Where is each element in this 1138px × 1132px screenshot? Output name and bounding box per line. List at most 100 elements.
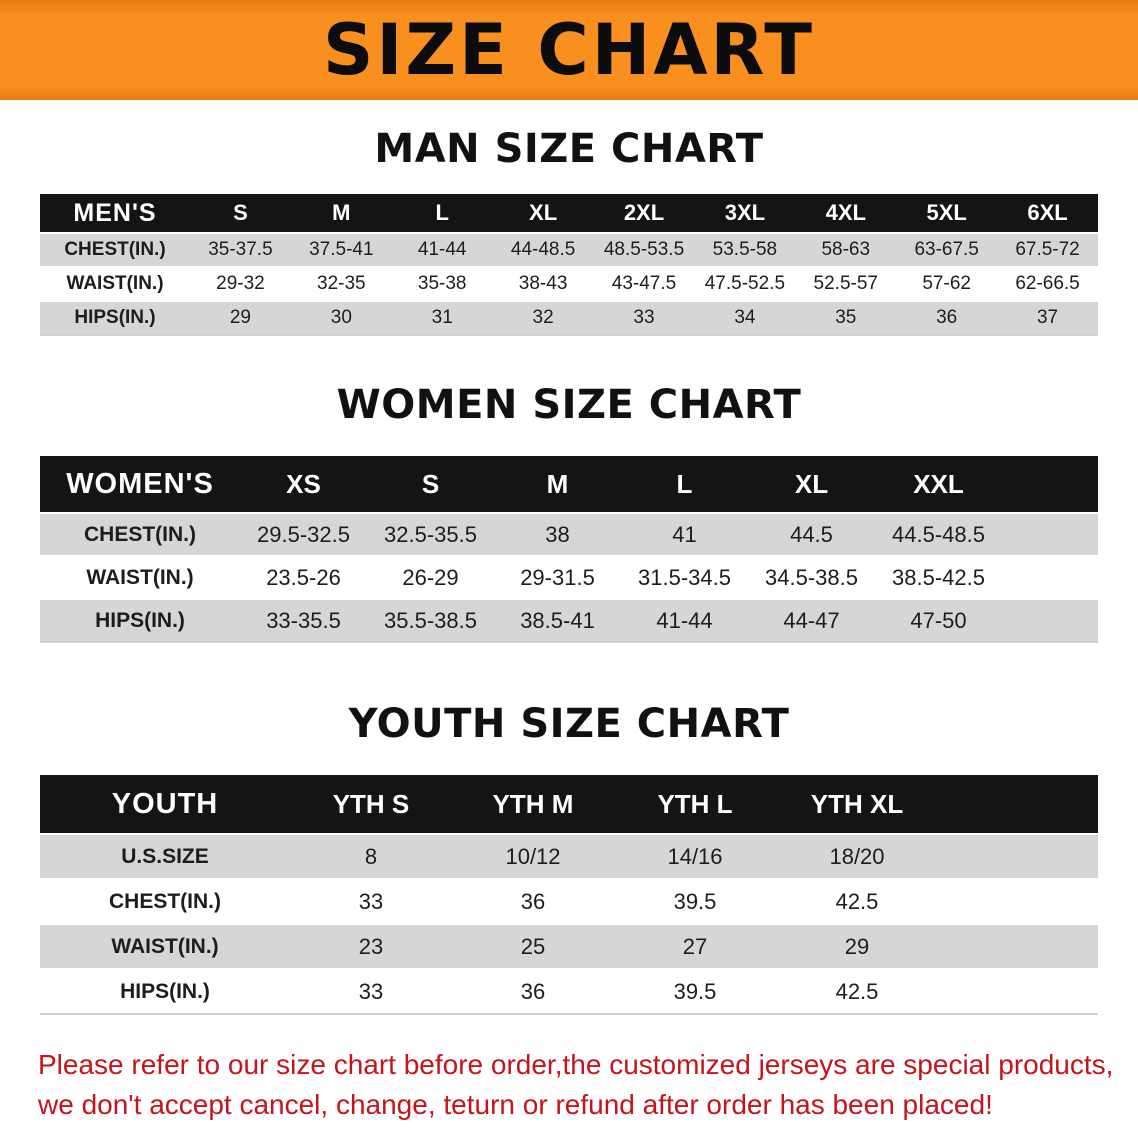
women-hips-value-cell: 33-35.5 bbox=[266, 607, 341, 633]
youth-ussize-value-cell: 10/12 bbox=[505, 843, 561, 869]
women-waist-value-cell: 26-29 bbox=[402, 564, 459, 590]
youth-chest-row-label: CHEST(IN.) bbox=[109, 889, 221, 913]
men-hips-value-cell: 32 bbox=[532, 307, 554, 328]
men-waist-value-cell: 43-47.5 bbox=[611, 273, 677, 294]
page-title: SIZE CHART bbox=[322, 9, 816, 91]
youth-ussize-row-label: U.S.SIZE bbox=[121, 844, 209, 868]
youth-waist-value-cell: 25 bbox=[520, 933, 546, 959]
men-chest-row-label: CHEST(IN.) bbox=[64, 239, 166, 260]
youth-hips-value-cell: 42.5 bbox=[835, 978, 879, 1004]
youth-hips-row: HIPS(IN.) 33 36 39.5 42.5 bbox=[40, 968, 1098, 1013]
men-chest-value-cell: 37.5-41 bbox=[309, 239, 374, 260]
men-hips-value-cell: 31 bbox=[431, 307, 453, 328]
men-waist-value-cell: 35-38 bbox=[417, 273, 467, 294]
women-waist-value-cell: 23.5-26 bbox=[266, 564, 341, 590]
men-hips-value-cell: 33 bbox=[633, 307, 655, 328]
men-size-column-header: 3XL bbox=[724, 200, 766, 225]
youth-hips-row-label: HIPS(IN.) bbox=[120, 979, 210, 1003]
youth-chest-value-cell: 39.5 bbox=[673, 888, 717, 914]
men-waist-row-label: WAIST(IN.) bbox=[66, 273, 164, 294]
women-chest-value-cell: 44.5-48.5 bbox=[892, 521, 985, 547]
women-size-column-header: XS bbox=[286, 468, 321, 499]
youth-size-table: YOUTH YTH S YTH M YTH L YTH XL U.S.SIZE 8 10… bbox=[40, 775, 1098, 1015]
youth-chest-row: CHEST(IN.) 33 36 39.5 42.5 bbox=[40, 878, 1098, 923]
youth-hips-value-cell: 39.5 bbox=[673, 978, 717, 1004]
men-waist-value-cell: 47.5-52.5 bbox=[704, 273, 786, 294]
women-size-section: WOMEN SIZE CHART WOMEN'S XS S M L XL XXL CHES… bbox=[0, 382, 1138, 643]
men-size-column-header: 2XL bbox=[623, 200, 665, 225]
youth-size-column-header: YTH L bbox=[657, 788, 733, 819]
men-chest-value-cell: 67.5-72 bbox=[1015, 239, 1080, 260]
men-hips-value-cell: 35 bbox=[835, 307, 857, 328]
men-size-column-header: 5XL bbox=[926, 200, 967, 225]
banner: SIZE CHART bbox=[0, 0, 1138, 100]
men-size-table: MEN'S S M L XL 2XL 3XL 4XL 5XL 6XL CHEST(IN.) 35… bbox=[40, 194, 1098, 336]
women-size-column-header: XL bbox=[794, 468, 829, 499]
youth-waist-value-cell: 27 bbox=[682, 933, 708, 959]
women-chest-row: CHEST(IN.) 29.5-32.5 32.5-35.5 38 41 44.5 44.… bbox=[40, 512, 1098, 555]
youth-hips-value-cell: 33 bbox=[358, 978, 384, 1004]
men-waist-value-cell: 29-32 bbox=[216, 273, 265, 294]
men-size-column-header: XL bbox=[529, 200, 558, 225]
women-hips-row: HIPS(IN.) 33-35.5 35.5-38.5 38.5-41 41-44 44… bbox=[40, 598, 1098, 641]
youth-chest-value-cell: 42.5 bbox=[835, 888, 879, 914]
men-waist-value-cell: 57-62 bbox=[922, 273, 971, 294]
notice-line-2: we don't accept cancel, change, teturn o… bbox=[38, 1089, 993, 1120]
youth-ussize-value-cell: 14/16 bbox=[667, 843, 723, 869]
women-chest-value-cell: 38 bbox=[545, 521, 570, 547]
youth-hips-value-cell: 36 bbox=[520, 978, 546, 1004]
youth-waist-row: WAIST(IN.) 23 25 27 29 bbox=[40, 923, 1098, 968]
youth-waist-value-cell: 29 bbox=[844, 933, 870, 959]
women-waist-value-cell: 38.5-42.5 bbox=[892, 564, 985, 590]
men-chest-value-cell: 41-44 bbox=[417, 239, 467, 260]
women-size-column-header: XXL bbox=[913, 468, 964, 499]
men-hips-value-cell: 29 bbox=[229, 307, 251, 328]
men-size-column-header: S bbox=[233, 200, 248, 225]
youth-chest-value-cell: 33 bbox=[358, 888, 384, 914]
youth-table-header-row: YOUTH YTH S YTH M YTH L YTH XL bbox=[40, 775, 1098, 833]
women-chest-value-cell: 32.5-35.5 bbox=[384, 521, 477, 547]
men-size-column-header: M bbox=[332, 200, 351, 225]
men-size-column-header: L bbox=[435, 200, 449, 225]
women-waist-row-label: WAIST(IN.) bbox=[86, 565, 194, 589]
youth-waist-row-label: WAIST(IN.) bbox=[111, 934, 219, 958]
men-waist-value-cell: 52.5-57 bbox=[813, 273, 878, 294]
men-waist-value-cell: 62-66.5 bbox=[1015, 273, 1080, 294]
youth-table-corner-label: YOUTH bbox=[111, 787, 219, 820]
men-hips-row-label: HIPS(IN.) bbox=[74, 307, 156, 328]
women-size-column-header: L bbox=[676, 468, 693, 499]
women-waist-value-cell: 31.5-34.5 bbox=[638, 564, 731, 590]
men-chest-value-cell: 48.5-53.5 bbox=[603, 239, 685, 260]
women-size-table: WOMEN'S XS S M L XL XXL CHEST(IN.) 29.5-32.5 3… bbox=[40, 456, 1098, 643]
men-hips-value-cell: 34 bbox=[734, 307, 756, 328]
women-chest-value-cell: 29.5-32.5 bbox=[257, 521, 350, 547]
youth-chest-value-cell: 36 bbox=[520, 888, 546, 914]
women-table-corner-label: WOMEN'S bbox=[66, 467, 214, 500]
men-table-corner-label: MEN'S bbox=[73, 198, 157, 227]
women-waist-value-cell: 29-31.5 bbox=[520, 564, 595, 590]
men-waist-value-cell: 38-43 bbox=[518, 273, 568, 294]
men-hips-row: HIPS(IN.) 29 30 31 32 33 34 35 36 37 bbox=[40, 300, 1098, 334]
men-hips-value-cell: 30 bbox=[330, 307, 352, 328]
women-chest-row-label: CHEST(IN.) bbox=[84, 522, 196, 546]
youth-size-section: YOUTH SIZE CHART YOUTH YTH S YTH M YTH L YT… bbox=[0, 701, 1138, 1015]
women-hips-value-cell: 47-50 bbox=[910, 607, 967, 633]
men-waist-row: WAIST(IN.) 29-32 32-35 35-38 38-43 43-47.5 47… bbox=[40, 266, 1098, 300]
men-table-header-row: MEN'S S M L XL 2XL 3XL 4XL 5XL 6XL bbox=[40, 194, 1098, 232]
man-size-section: MAN SIZE CHART MEN'S S M L XL 2XL 3XL 4XL 5XL 6X… bbox=[0, 126, 1138, 336]
youth-ussize-value-cell: 8 bbox=[364, 843, 378, 869]
men-chest-value-cell: 53.5-58 bbox=[712, 239, 778, 260]
women-hips-value-cell: 41-44 bbox=[656, 607, 713, 633]
youth-waist-value-cell: 23 bbox=[358, 933, 384, 959]
women-hips-row-label: HIPS(IN.) bbox=[95, 608, 185, 632]
women-hips-value-cell: 44-47 bbox=[783, 607, 840, 633]
men-hips-value-cell: 36 bbox=[936, 307, 958, 328]
youth-size-column-header: YTH M bbox=[492, 788, 574, 819]
men-chest-value-cell: 58-63 bbox=[821, 239, 871, 260]
men-size-column-header: 6XL bbox=[1027, 200, 1068, 225]
youth-size-column-header: YTH XL bbox=[810, 788, 904, 819]
men-chest-row: CHEST(IN.) 35-37.5 37.5-41 41-44 44-48.5 48.… bbox=[40, 232, 1098, 266]
men-chest-value-cell: 35-37.5 bbox=[208, 239, 273, 260]
women-size-column-header: M bbox=[546, 468, 569, 499]
